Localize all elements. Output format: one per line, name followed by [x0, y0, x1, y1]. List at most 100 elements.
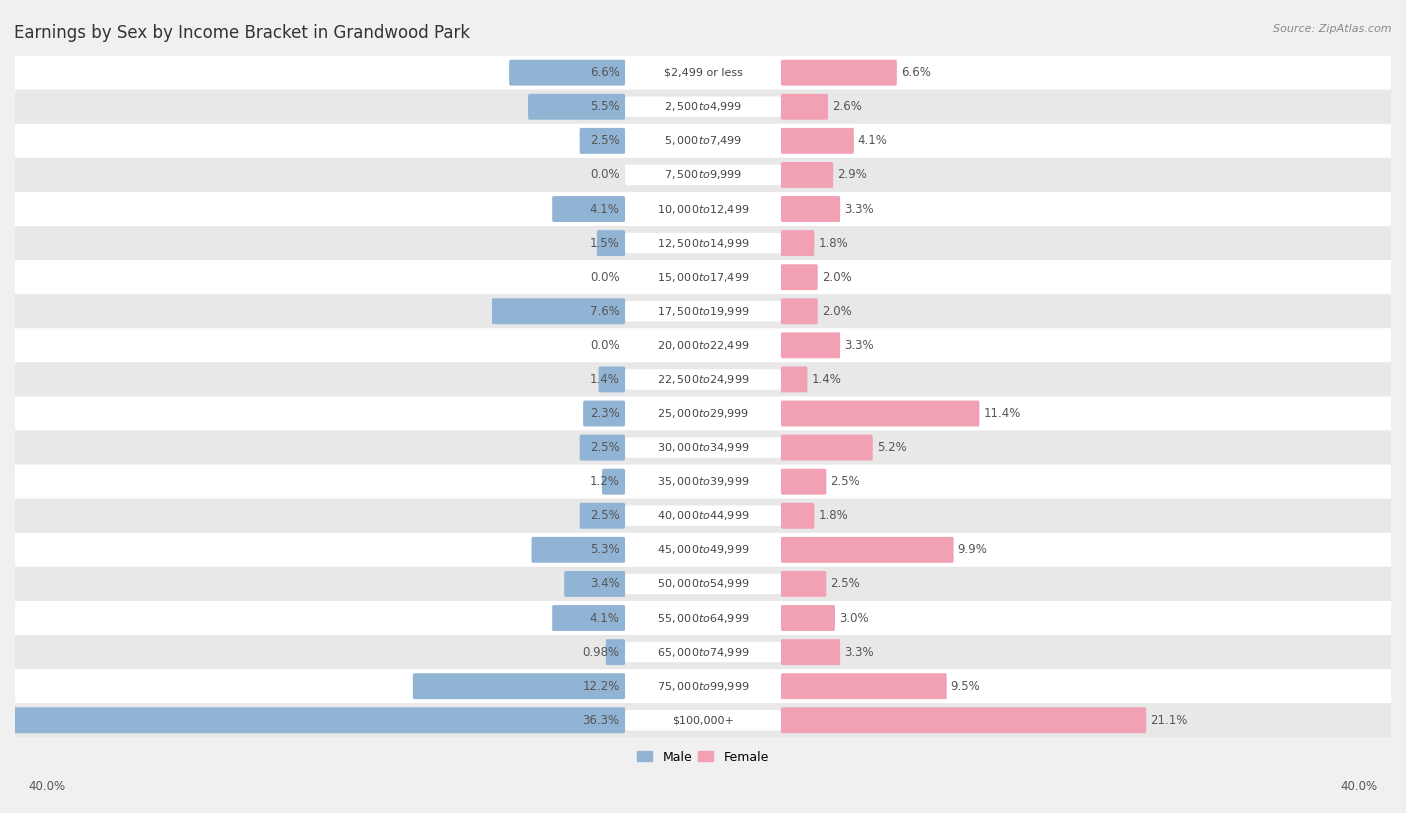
Text: 21.1%: 21.1%: [1150, 714, 1188, 727]
Text: 3.3%: 3.3%: [844, 646, 873, 659]
Text: $25,000 to $29,999: $25,000 to $29,999: [657, 407, 749, 420]
FancyBboxPatch shape: [583, 401, 626, 427]
Text: 1.5%: 1.5%: [591, 237, 620, 250]
Text: $65,000 to $74,999: $65,000 to $74,999: [657, 646, 749, 659]
FancyBboxPatch shape: [579, 435, 626, 460]
FancyBboxPatch shape: [626, 506, 780, 526]
FancyBboxPatch shape: [626, 676, 780, 697]
FancyBboxPatch shape: [626, 335, 780, 355]
Text: 2.5%: 2.5%: [591, 509, 620, 522]
FancyBboxPatch shape: [529, 93, 626, 120]
FancyBboxPatch shape: [780, 128, 853, 154]
Text: 5.5%: 5.5%: [591, 100, 620, 113]
Text: 1.8%: 1.8%: [818, 237, 848, 250]
FancyBboxPatch shape: [626, 642, 780, 663]
Text: $7,500 to $9,999: $7,500 to $9,999: [664, 168, 742, 181]
Text: 0.0%: 0.0%: [591, 339, 620, 352]
FancyBboxPatch shape: [780, 230, 814, 256]
FancyBboxPatch shape: [579, 128, 626, 154]
Text: 40.0%: 40.0%: [28, 780, 65, 793]
Text: 2.5%: 2.5%: [831, 475, 860, 488]
FancyBboxPatch shape: [553, 605, 626, 631]
Text: $15,000 to $17,499: $15,000 to $17,499: [657, 271, 749, 284]
Text: $100,000+: $100,000+: [672, 715, 734, 725]
Text: 4.1%: 4.1%: [589, 611, 620, 624]
Text: 0.98%: 0.98%: [582, 646, 620, 659]
FancyBboxPatch shape: [15, 498, 1391, 533]
FancyBboxPatch shape: [626, 301, 780, 321]
FancyBboxPatch shape: [626, 403, 780, 424]
Text: Earnings by Sex by Income Bracket in Grandwood Park: Earnings by Sex by Income Bracket in Gra…: [14, 24, 470, 42]
FancyBboxPatch shape: [780, 93, 828, 120]
FancyBboxPatch shape: [780, 502, 814, 528]
FancyBboxPatch shape: [579, 502, 626, 528]
FancyBboxPatch shape: [15, 703, 1391, 737]
Text: $50,000 to $54,999: $50,000 to $54,999: [657, 577, 749, 590]
FancyBboxPatch shape: [780, 333, 839, 359]
FancyBboxPatch shape: [15, 363, 1391, 397]
FancyBboxPatch shape: [15, 567, 1391, 601]
FancyBboxPatch shape: [15, 397, 1391, 431]
Text: $2,500 to $4,999: $2,500 to $4,999: [664, 100, 742, 113]
FancyBboxPatch shape: [780, 435, 873, 460]
Text: 4.1%: 4.1%: [589, 202, 620, 215]
FancyBboxPatch shape: [780, 367, 807, 393]
Text: 3.3%: 3.3%: [844, 202, 873, 215]
Text: 1.4%: 1.4%: [589, 373, 620, 386]
Text: $20,000 to $22,499: $20,000 to $22,499: [657, 339, 749, 352]
Text: 2.0%: 2.0%: [821, 305, 852, 318]
FancyBboxPatch shape: [15, 601, 1391, 635]
Text: $17,500 to $19,999: $17,500 to $19,999: [657, 305, 749, 318]
FancyBboxPatch shape: [626, 710, 780, 731]
FancyBboxPatch shape: [780, 264, 818, 290]
Text: $55,000 to $64,999: $55,000 to $64,999: [657, 611, 749, 624]
FancyBboxPatch shape: [626, 540, 780, 560]
FancyBboxPatch shape: [564, 571, 626, 597]
Text: $40,000 to $44,999: $40,000 to $44,999: [657, 509, 749, 522]
FancyBboxPatch shape: [15, 533, 1391, 567]
Legend: Male, Female: Male, Female: [633, 746, 773, 768]
FancyBboxPatch shape: [15, 55, 1391, 89]
Text: 1.2%: 1.2%: [589, 475, 620, 488]
FancyBboxPatch shape: [780, 605, 835, 631]
FancyBboxPatch shape: [626, 608, 780, 628]
FancyBboxPatch shape: [780, 162, 834, 188]
FancyBboxPatch shape: [15, 635, 1391, 669]
Text: 0.0%: 0.0%: [591, 271, 620, 284]
FancyBboxPatch shape: [780, 639, 839, 665]
Text: $5,000 to $7,499: $5,000 to $7,499: [664, 134, 742, 147]
Text: $75,000 to $99,999: $75,000 to $99,999: [657, 680, 749, 693]
Text: 5.3%: 5.3%: [591, 543, 620, 556]
FancyBboxPatch shape: [553, 196, 626, 222]
FancyBboxPatch shape: [15, 226, 1391, 260]
FancyBboxPatch shape: [780, 298, 818, 324]
Text: 2.5%: 2.5%: [591, 441, 620, 454]
Text: 40.0%: 40.0%: [1341, 780, 1378, 793]
Text: 6.6%: 6.6%: [589, 66, 620, 79]
Text: 11.4%: 11.4%: [983, 407, 1021, 420]
FancyBboxPatch shape: [780, 537, 953, 563]
FancyBboxPatch shape: [15, 669, 1391, 703]
Text: 2.5%: 2.5%: [831, 577, 860, 590]
FancyBboxPatch shape: [626, 369, 780, 389]
FancyBboxPatch shape: [626, 437, 780, 458]
Text: 6.6%: 6.6%: [901, 66, 931, 79]
FancyBboxPatch shape: [413, 673, 626, 699]
Text: 2.3%: 2.3%: [591, 407, 620, 420]
Text: 2.0%: 2.0%: [821, 271, 852, 284]
FancyBboxPatch shape: [626, 165, 780, 185]
Text: 1.4%: 1.4%: [811, 373, 841, 386]
FancyBboxPatch shape: [780, 571, 827, 597]
Text: 1.8%: 1.8%: [818, 509, 848, 522]
FancyBboxPatch shape: [15, 89, 1391, 124]
Text: $35,000 to $39,999: $35,000 to $39,999: [657, 475, 749, 488]
FancyBboxPatch shape: [780, 401, 980, 427]
Text: 3.4%: 3.4%: [591, 577, 620, 590]
FancyBboxPatch shape: [15, 431, 1391, 465]
FancyBboxPatch shape: [15, 192, 1391, 226]
FancyBboxPatch shape: [780, 673, 946, 699]
FancyBboxPatch shape: [626, 97, 780, 117]
FancyBboxPatch shape: [492, 298, 626, 324]
FancyBboxPatch shape: [602, 469, 626, 494]
FancyBboxPatch shape: [780, 196, 839, 222]
